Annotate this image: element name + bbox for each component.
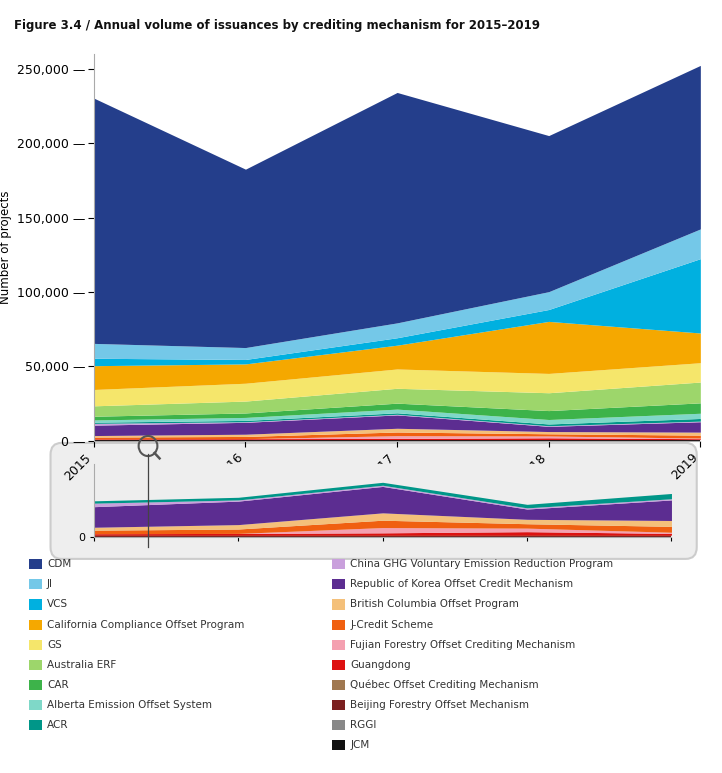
Text: Alberta Emission Offset System: Alberta Emission Offset System: [47, 700, 212, 710]
Text: CDM: CDM: [47, 560, 71, 569]
Text: California Compliance Offset Program: California Compliance Offset Program: [47, 620, 244, 629]
Text: Fujian Forestry Offset Crediting Mechanism: Fujian Forestry Offset Crediting Mechani…: [350, 640, 575, 649]
Text: Australia ERF: Australia ERF: [47, 660, 116, 669]
Text: ACR: ACR: [47, 720, 69, 730]
Text: JI: JI: [47, 580, 53, 589]
Text: Guangdong: Guangdong: [350, 660, 411, 669]
Text: Republic of Korea Offset Credit Mechanism: Republic of Korea Offset Credit Mechanis…: [350, 580, 573, 589]
Text: Figure 3.4 / Annual volume of issuances by crediting mechanism for 2015–2019: Figure 3.4 / Annual volume of issuances …: [14, 19, 541, 32]
Text: GS: GS: [47, 640, 61, 649]
Text: CAR: CAR: [47, 680, 69, 690]
Text: VCS: VCS: [47, 600, 68, 609]
Text: Québec Offset Crediting Mechanism: Québec Offset Crediting Mechanism: [350, 679, 539, 690]
Text: RGGI: RGGI: [350, 720, 377, 730]
Y-axis label: Number of projects: Number of projects: [0, 191, 12, 304]
Text: J-Credit Scheme: J-Credit Scheme: [350, 620, 433, 629]
Text: Beijing Forestry Offset Mechanism: Beijing Forestry Offset Mechanism: [350, 700, 529, 710]
Text: China GHG Voluntary Emission Reduction Program: China GHG Voluntary Emission Reduction P…: [350, 560, 613, 569]
Text: British Columbia Offset Program: British Columbia Offset Program: [350, 600, 519, 609]
Text: JCM: JCM: [350, 741, 370, 750]
